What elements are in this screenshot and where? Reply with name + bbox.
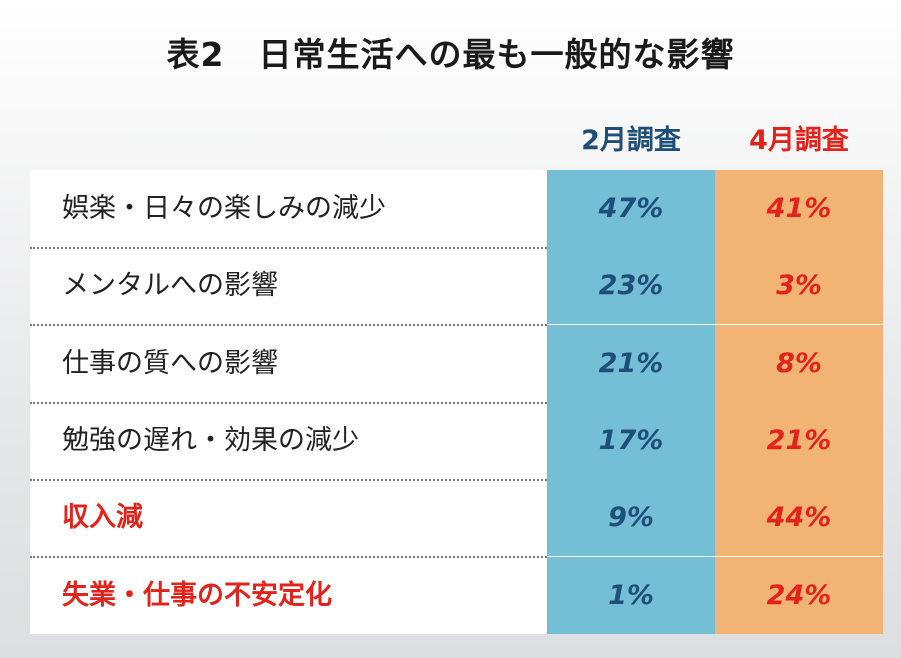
cell-apr-value: 8% [715,325,883,402]
row-label: 失業・仕事の不安定化 [62,580,332,611]
column-header-feb: 2月調査 [581,125,681,156]
table-row: 失業・仕事の不安定化 1% 24% [30,557,883,634]
row-label: 娯楽・日々の楽しみの減少 [62,193,386,224]
row-divider [30,556,547,558]
cell-apr-value: 3% [715,247,883,324]
table-row: 収入減 9% 44% [30,479,883,556]
row-label: メンタルへの影響 [62,270,278,301]
row-divider [30,324,547,326]
row-label: 仕事の質への影響 [62,348,278,379]
cell-feb-value: 17% [547,402,715,479]
cell-apr-value: 41% [715,170,883,247]
cell-feb-value: 23% [547,247,715,324]
cell-feb-value: 47% [547,170,715,247]
cell-apr-value: 21% [715,402,883,479]
data-table: 娯楽・日々の楽しみの減少 47% 41% メンタルへの影響 23% 3% 仕事の質への影響 2… [30,170,883,634]
table-row: 仕事の質への影響 21% 8% [30,325,883,402]
cell-feb-value: 1% [547,557,715,634]
table-row: 勉強の遅れ・効果の減少 17% 21% [30,402,883,479]
row-divider [30,479,547,481]
cell-feb-value: 21% [547,325,715,402]
row-divider [30,247,547,249]
table-row: メンタルへの影響 23% 3% [30,247,883,324]
table-row: 娯楽・日々の楽しみの減少 47% 41% [30,170,883,247]
cell-apr-value: 24% [715,557,883,634]
row-label: 勉強の遅れ・効果の減少 [62,425,359,456]
row-label: 収入減 [62,502,143,533]
cell-feb-value: 9% [547,479,715,556]
row-divider [30,402,547,404]
column-header-apr: 4月調査 [749,125,849,156]
chart-title: 表2 日常生活への最も一般的な影響 [166,35,735,74]
cell-apr-value: 44% [715,479,883,556]
